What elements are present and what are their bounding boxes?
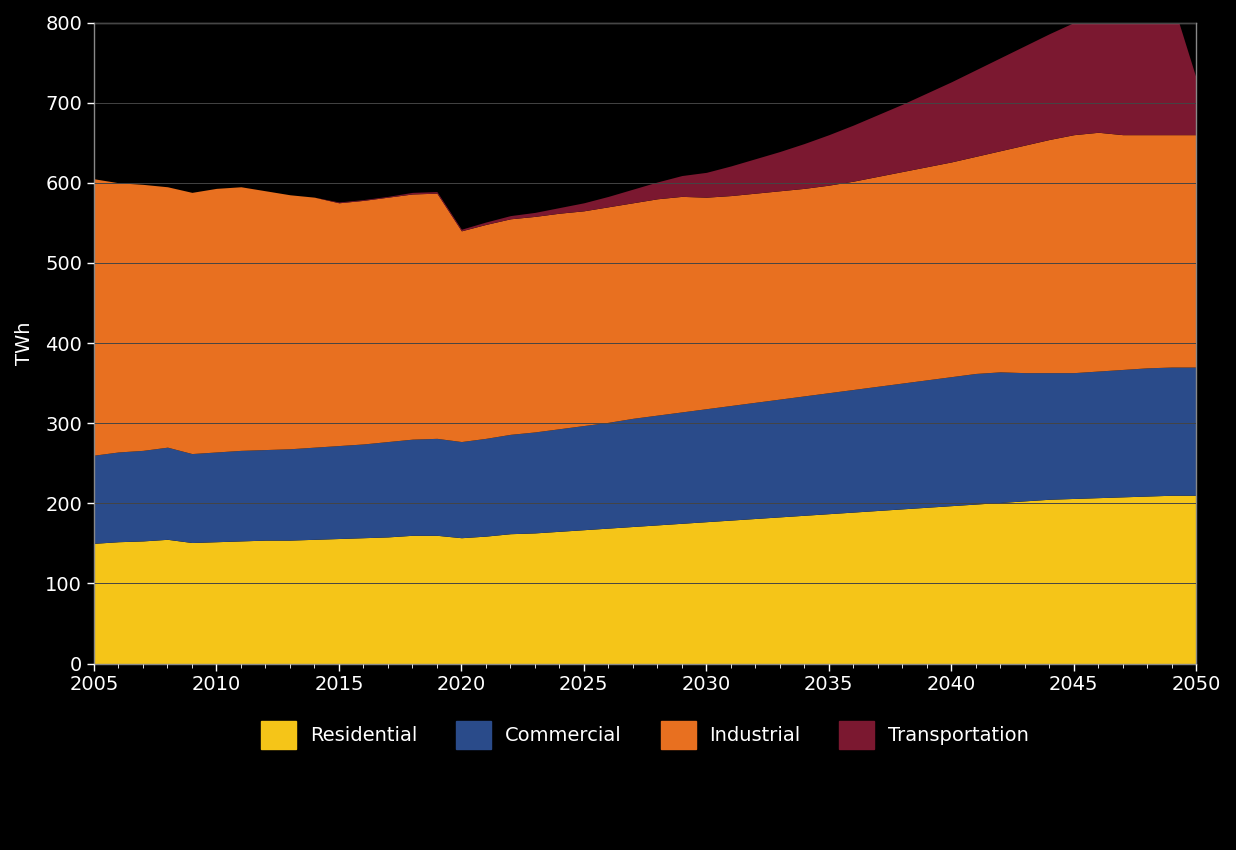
Legend: Residential, Commercial, Industrial, Transportation: Residential, Commercial, Industrial, Tra… — [253, 713, 1037, 756]
Y-axis label: TWh: TWh — [15, 321, 35, 365]
